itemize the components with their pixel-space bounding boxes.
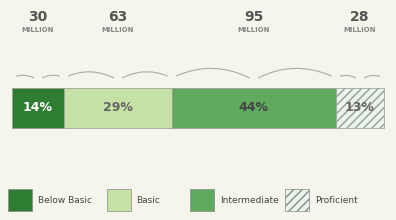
Text: Proficient: Proficient (315, 196, 358, 205)
FancyBboxPatch shape (285, 189, 309, 211)
Text: 30: 30 (28, 10, 48, 24)
Text: MILLION: MILLION (102, 27, 134, 33)
FancyBboxPatch shape (190, 189, 214, 211)
Text: 44%: 44% (239, 101, 269, 114)
Text: 63: 63 (109, 10, 128, 24)
FancyBboxPatch shape (336, 88, 384, 128)
FancyBboxPatch shape (8, 189, 32, 211)
FancyBboxPatch shape (172, 88, 336, 128)
FancyBboxPatch shape (12, 88, 64, 128)
Text: 28: 28 (350, 10, 370, 24)
Text: 14%: 14% (23, 101, 53, 114)
Text: MILLION: MILLION (344, 27, 376, 33)
Text: Basic: Basic (137, 196, 160, 205)
Text: MILLION: MILLION (22, 27, 54, 33)
Text: 13%: 13% (345, 101, 375, 114)
Text: 29%: 29% (103, 101, 133, 114)
FancyBboxPatch shape (107, 189, 131, 211)
Text: Below Basic: Below Basic (38, 196, 91, 205)
FancyBboxPatch shape (64, 88, 172, 128)
Text: 95: 95 (244, 10, 263, 24)
Text: Intermediate: Intermediate (220, 196, 278, 205)
Text: MILLION: MILLION (238, 27, 270, 33)
